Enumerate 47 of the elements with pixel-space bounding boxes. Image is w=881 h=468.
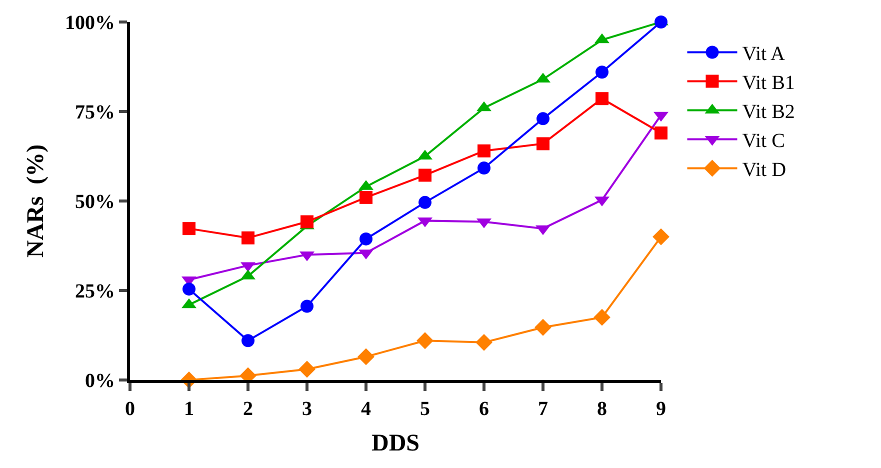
point (596, 66, 608, 79)
point (418, 168, 432, 182)
point (358, 348, 374, 366)
point (478, 144, 490, 158)
point (360, 190, 372, 204)
point (476, 334, 492, 351)
point (242, 334, 254, 348)
x-tick-label: 1 (184, 398, 194, 420)
point (478, 162, 490, 175)
x-tick-label: 5 (420, 398, 430, 420)
y-tick-label: 25% (75, 280, 115, 302)
x-tick-label: 6 (479, 398, 489, 420)
point (654, 126, 668, 140)
point (300, 300, 314, 313)
x-tick-label: 7 (538, 398, 548, 420)
point (596, 92, 608, 106)
point (418, 196, 432, 209)
point (242, 231, 254, 244)
point (594, 308, 610, 326)
legend-label: Vit A (742, 43, 786, 66)
point (652, 228, 670, 246)
legend-label: Vit D (742, 159, 786, 182)
point (536, 137, 550, 150)
y-tick-label: 100% (65, 12, 115, 34)
y-axis-title: NARs (%) (23, 144, 50, 258)
point (654, 16, 668, 28)
x-tick-label: 4 (361, 398, 371, 420)
point (298, 360, 316, 378)
legend-label: Vit C (742, 130, 785, 152)
x-tick-label: 3 (302, 398, 312, 420)
point (534, 318, 552, 336)
legend-label: Vit B1 (742, 72, 795, 94)
point (360, 232, 372, 246)
x-axis-title: DDS (371, 430, 420, 456)
point (536, 112, 550, 126)
x-tick-label: 8 (597, 398, 607, 420)
y-tick-label: 75% (75, 102, 115, 124)
y-tick-label: 0% (85, 370, 115, 392)
y-tick-label: 50% (75, 191, 115, 213)
x-tick-label: 9 (656, 398, 666, 420)
x-tick-label: 2 (243, 398, 253, 420)
point (300, 215, 314, 228)
point (416, 332, 434, 350)
point (182, 282, 196, 296)
legend-label: Vit B2 (742, 101, 795, 124)
x-tick-label: 0 (125, 398, 135, 420)
point (182, 222, 196, 236)
